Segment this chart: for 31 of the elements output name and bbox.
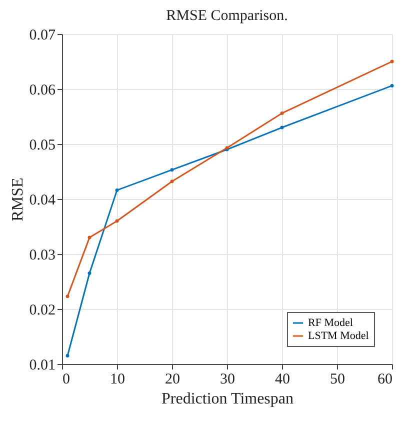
y-tick-label: 0.06 bbox=[29, 82, 56, 98]
x-tick-label: 60 bbox=[378, 372, 392, 388]
point bbox=[170, 168, 174, 172]
point bbox=[170, 180, 174, 184]
point bbox=[66, 294, 70, 298]
point bbox=[280, 126, 284, 130]
x-axis-title: Prediction Timespan bbox=[161, 390, 294, 408]
legend-label: RF Model bbox=[308, 317, 353, 329]
point bbox=[88, 272, 92, 275]
point bbox=[390, 84, 394, 88]
y-tick-label: 0.01 bbox=[29, 358, 56, 374]
point bbox=[390, 60, 394, 64]
x-tick-label: 0 bbox=[62, 372, 70, 388]
point bbox=[280, 111, 284, 115]
chart-title: RMSE Comparison. bbox=[166, 8, 288, 24]
point bbox=[115, 219, 119, 223]
point bbox=[115, 188, 119, 192]
y-tick-label: 0.04 bbox=[29, 192, 56, 208]
y-tick-label: 0.02 bbox=[29, 302, 56, 318]
y-tick-label: 0.07 bbox=[29, 28, 56, 44]
point bbox=[88, 236, 92, 240]
x-tick-label: 10 bbox=[110, 372, 125, 388]
legend-label: LSTM Model bbox=[308, 330, 369, 342]
x-tick-label: 30 bbox=[220, 372, 235, 388]
x-tick-label: 20 bbox=[165, 372, 180, 388]
y-axis-title: RMSE bbox=[9, 178, 26, 222]
point bbox=[66, 354, 70, 358]
y-tick-label: 0.03 bbox=[29, 248, 56, 264]
y-tick-label: 0.05 bbox=[29, 138, 56, 154]
x-tick-label: 50 bbox=[330, 372, 345, 388]
x-tick-label: 40 bbox=[275, 372, 290, 388]
